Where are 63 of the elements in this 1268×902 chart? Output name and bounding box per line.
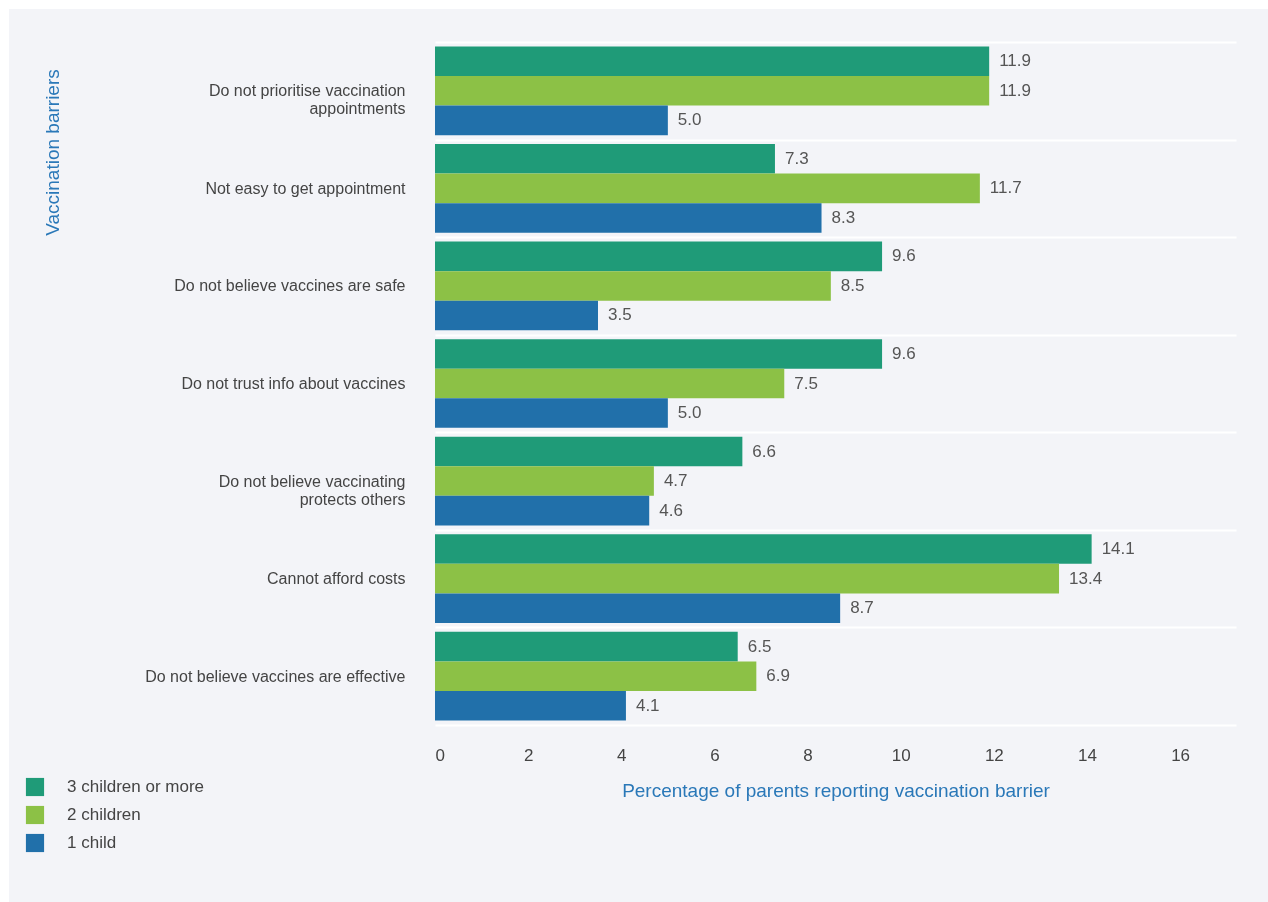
x-axis-title: Percentage of parents reporting vaccination barrier: [622, 779, 1051, 801]
legend-label: 3 children or more: [67, 777, 205, 796]
x-tick-label: 10: [891, 745, 911, 765]
y-tick-label: Cannot afford costs: [267, 570, 406, 588]
y-tick-label: Not easy to get appointment: [205, 179, 407, 197]
data-label: 13.4: [1069, 568, 1103, 588]
data-label: 6.6: [752, 441, 776, 461]
data-label: 4.6: [659, 500, 683, 520]
x-tick-label: 12: [984, 745, 1004, 765]
y-tick-label: Do not believe vaccines are effective: [145, 667, 406, 685]
bar: [435, 46, 990, 76]
x-tick-label: 14: [1078, 745, 1097, 765]
x-tick-label: 6: [710, 745, 720, 765]
data-label: 7.3: [784, 148, 809, 168]
data-label: 8.7: [850, 598, 874, 618]
data-label: 5.0: [677, 403, 702, 423]
bar: [435, 534, 1092, 564]
bar: [435, 241, 883, 272]
data-label: 14.1: [1101, 539, 1135, 559]
legend-label: 2 children: [67, 805, 141, 824]
data-label: 11.9: [999, 80, 1032, 100]
data-label: 11.9: [999, 51, 1032, 71]
y-tick-label: Do not believe vaccinating protects others: [218, 472, 406, 508]
bar: [435, 495, 650, 526]
bar: [435, 436, 743, 467]
bar: [435, 631, 738, 662]
data-label: 11.7: [989, 178, 1022, 198]
bar: [435, 300, 598, 331]
legend-label: 1 child: [67, 833, 117, 852]
data-label: 9.6: [892, 246, 916, 266]
bar: [435, 593, 841, 623]
y-tick-label: Do not prioritise vaccination appointments: [208, 82, 406, 118]
x-tick-label: 4: [617, 745, 627, 765]
y-axis-title: Vaccination barriers: [41, 69, 63, 236]
data-label: 6.9: [766, 666, 790, 686]
data-label: 9.6: [892, 343, 916, 363]
bar: [435, 563, 1060, 594]
bar: [435, 105, 668, 136]
bar: [435, 661, 757, 691]
data-label: 5.0: [677, 110, 702, 130]
data-label: 6.5: [747, 636, 772, 656]
bar: [435, 466, 654, 496]
data-label: 3.5: [607, 305, 632, 325]
x-tick-label: 0: [435, 745, 445, 765]
bar: [435, 203, 822, 233]
x-tick-label: 16: [1171, 745, 1191, 765]
bar: [435, 339, 883, 369]
bar: [435, 398, 668, 428]
bar: [435, 691, 626, 721]
data-label: 7.5: [794, 373, 818, 393]
data-label: 4.1: [635, 695, 660, 715]
data-label: 8.5: [840, 275, 865, 295]
y-tick-label: Do not believe vaccines are safe: [174, 277, 406, 295]
bar: [435, 271, 831, 301]
data-label: 8.3: [831, 207, 856, 227]
bar: [435, 144, 775, 174]
bar: [435, 76, 990, 106]
data-label: 4.7: [663, 471, 688, 491]
y-tick-label: Do not trust info about vaccines: [181, 375, 406, 392]
bar: [435, 173, 980, 204]
x-tick-label: 2: [523, 745, 534, 765]
x-tick-label: 8: [803, 745, 813, 765]
bar: [435, 368, 785, 399]
